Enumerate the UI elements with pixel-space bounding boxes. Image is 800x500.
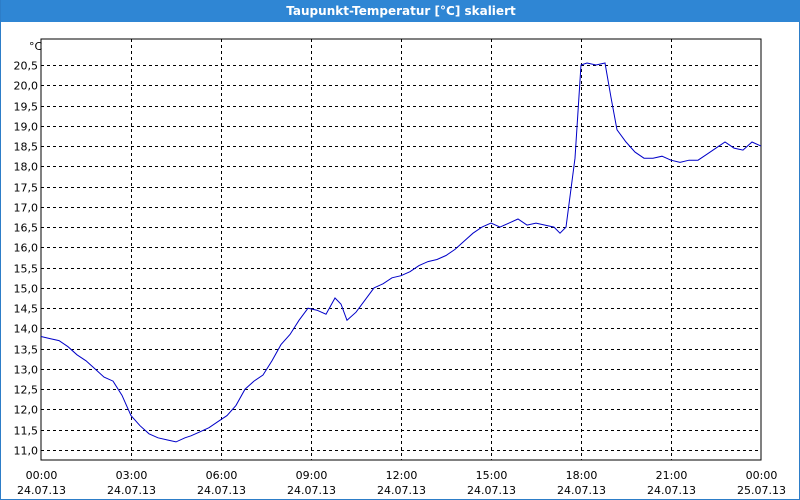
- x-tick-time: 06:00: [206, 469, 238, 482]
- y-tick-label: 20,5: [14, 60, 39, 73]
- x-tick-time: 09:00: [296, 469, 328, 482]
- x-tick-date: 24.07.13: [557, 484, 606, 497]
- x-tick-date: 24.07.13: [647, 484, 696, 497]
- y-tick-label: 11,5: [14, 425, 39, 438]
- y-tick-label: 17,5: [14, 182, 39, 195]
- y-tick-label: 20,0: [14, 80, 39, 93]
- y-tick-label: 19,5: [14, 101, 39, 114]
- y-tick-label: 16,5: [14, 222, 39, 235]
- y-tick-label: 13,0: [14, 364, 39, 377]
- y-tick-label: 12,5: [14, 384, 39, 397]
- x-tick-time: 21:00: [656, 469, 688, 482]
- x-tick-date: 24.07.13: [107, 484, 156, 497]
- x-tick-time: 00:00: [746, 469, 778, 482]
- x-tick-date: 24.07.13: [197, 484, 246, 497]
- y-tick-label: 15,0: [14, 283, 39, 296]
- grid: [41, 39, 761, 460]
- y-axis: 20,5 20,0 19,5 19,0 18,5 18,0 17,5 17,0 16,5 16,0…: [14, 60, 39, 458]
- window-title: Taupunkt-Temperatur [°C] skaliert: [1, 0, 800, 22]
- y-axis-unit-label: °C: [29, 40, 43, 53]
- y-tick-label: 12,0: [14, 404, 39, 417]
- y-tick-label: 14,0: [14, 323, 39, 336]
- y-tick-label: 18,0: [14, 161, 39, 174]
- y-tick-label: 15,5: [14, 263, 39, 276]
- x-tick-date: 24.07.13: [17, 484, 66, 497]
- x-tick-time: 15:00: [476, 469, 508, 482]
- x-tick-time: 03:00: [116, 469, 148, 482]
- x-tick-time: 12:00: [386, 469, 418, 482]
- x-tick-time: 18:00: [566, 469, 598, 482]
- x-tick-date: 24.07.13: [377, 484, 426, 497]
- x-tick-date: 24.07.13: [287, 484, 336, 497]
- x-tick-time: 00:00: [26, 469, 58, 482]
- x-tick-date: 24.07.13: [467, 484, 516, 497]
- y-tick-label: 14,5: [14, 303, 39, 316]
- y-tick-label: 17,0: [14, 202, 39, 215]
- x-tick-date: 25.07.13: [737, 484, 786, 497]
- y-tick-label: 13,5: [14, 344, 39, 357]
- plot-area: [40, 38, 762, 461]
- x-axis: 00:00 24.07.13 03:00 24.07.13 06:00 24.07.13 0…: [17, 469, 786, 497]
- y-tick-label: 16,0: [14, 242, 39, 255]
- y-tick-label: 19,0: [14, 121, 39, 134]
- series-line: [40, 62, 762, 443]
- y-tick-label: 18,5: [14, 141, 39, 154]
- y-tick-label: 11,0: [14, 445, 39, 458]
